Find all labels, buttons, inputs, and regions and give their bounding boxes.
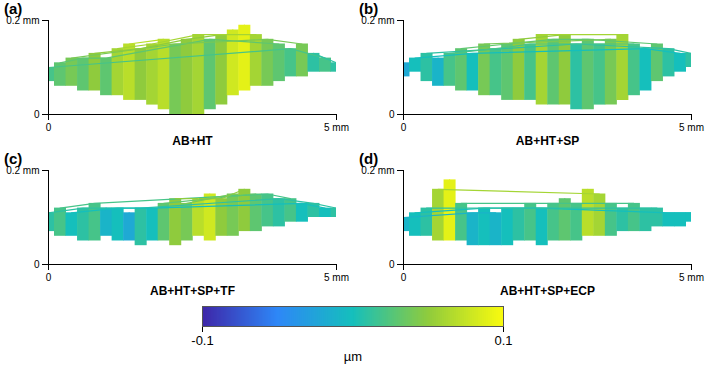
svg-text:0: 0 <box>46 122 52 133</box>
svg-text:0.2 mm: 0.2 mm <box>361 14 395 26</box>
svg-text:-0.1: -0.1 <box>191 333 213 348</box>
svg-text:0: 0 <box>34 109 40 120</box>
html-text:(c): (c) <box>4 150 23 167</box>
svg-text:5 mm: 5 mm <box>679 272 704 283</box>
svg-text:AB+HT+SP+TF: AB+HT+SP+TF <box>150 284 235 298</box>
svg-text:0: 0 <box>389 259 395 270</box>
svg-text:AB+HT+SP: AB+HT+SP <box>516 134 579 148</box>
svg-text:0: 0 <box>401 272 407 283</box>
html-text:(a): (a) <box>4 0 23 17</box>
svg-text:5 mm: 5 mm <box>679 122 704 133</box>
html-text:(d): (d) <box>359 150 379 167</box>
svg-text:5 mm: 5 mm <box>324 272 349 283</box>
svg-text:5 mm: 5 mm <box>324 122 349 133</box>
html-text:(b): (b) <box>359 0 379 17</box>
svg-text:AB+HT+SP+ECP: AB+HT+SP+ECP <box>500 284 595 298</box>
svg-text:0: 0 <box>34 259 40 270</box>
svg-text:0.2 mm: 0.2 mm <box>361 164 395 176</box>
svg-text:0: 0 <box>389 109 395 120</box>
svg-text:0: 0 <box>46 272 52 283</box>
svg-text:0.2 mm: 0.2 mm <box>6 14 40 26</box>
svg-text:0.1: 0.1 <box>494 333 512 348</box>
svg-text:AB+HT: AB+HT <box>172 134 213 148</box>
svg-text:0: 0 <box>401 122 407 133</box>
svg-text:0.2 mm: 0.2 mm <box>6 164 40 176</box>
svg-text:µm: µm <box>344 349 362 364</box>
